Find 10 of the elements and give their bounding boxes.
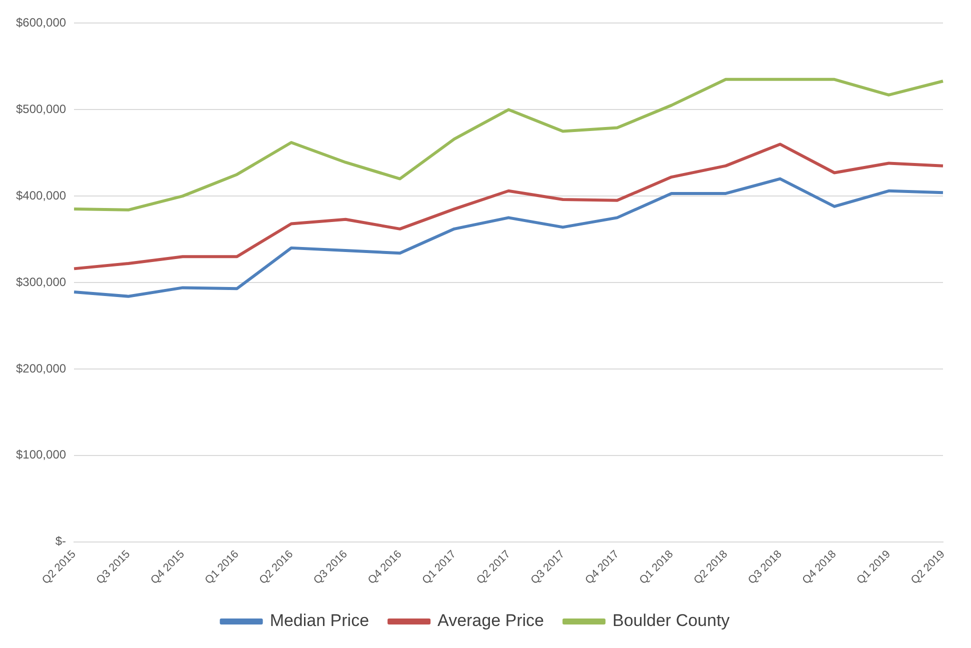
y-tick-label: $300,000 [16,274,66,289]
y-tick-label: $500,000 [16,102,66,116]
legend-label: Median Price [270,611,370,630]
y-tick-label: $600,000 [16,16,66,30]
y-tick-label: $100,000 [16,448,66,462]
legend-label: Boulder County [612,611,730,630]
legend-label: Average Price [438,611,544,630]
y-tick-label: $200,000 [16,361,66,376]
y-tick-label: $- [55,534,66,548]
y-tick-label: $400,000 [16,188,66,202]
